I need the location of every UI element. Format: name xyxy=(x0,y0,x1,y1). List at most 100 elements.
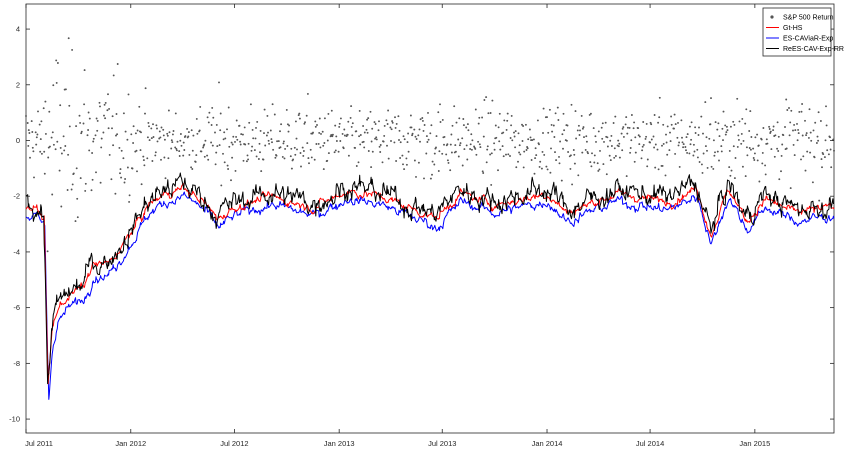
return-point xyxy=(812,129,815,132)
return-point xyxy=(696,148,699,151)
return-point xyxy=(398,129,401,132)
return-point xyxy=(777,150,780,152)
return-point xyxy=(553,136,556,138)
return-point xyxy=(310,156,313,159)
return-point xyxy=(665,141,668,144)
return-point xyxy=(495,136,498,139)
return-point xyxy=(42,107,45,110)
return-point xyxy=(130,133,133,136)
return-point xyxy=(84,189,87,192)
return-point xyxy=(556,106,559,109)
return-point xyxy=(223,161,226,164)
return-point xyxy=(275,154,278,157)
return-point xyxy=(48,145,51,148)
return-point xyxy=(754,136,757,139)
return-point xyxy=(179,133,182,135)
return-point xyxy=(626,132,629,135)
return-point xyxy=(235,135,238,138)
return-point xyxy=(459,142,462,145)
return-point xyxy=(558,162,561,165)
return-point xyxy=(159,136,162,139)
return-point xyxy=(740,132,743,135)
return-point xyxy=(26,122,29,124)
return-point xyxy=(80,130,83,133)
return-point xyxy=(701,171,704,174)
return-point xyxy=(680,119,683,122)
return-point xyxy=(677,144,680,147)
return-point xyxy=(367,150,370,152)
return-point xyxy=(561,133,564,136)
return-point xyxy=(378,120,380,123)
return-point xyxy=(802,155,805,158)
return-point xyxy=(669,131,671,134)
return-point xyxy=(467,129,470,132)
return-point xyxy=(298,117,301,120)
return-point xyxy=(546,116,548,119)
return-point xyxy=(617,139,620,142)
return-point xyxy=(320,132,322,135)
return-point xyxy=(355,165,358,167)
return-point xyxy=(554,112,557,115)
return-point xyxy=(190,166,193,169)
return-point xyxy=(67,153,70,156)
return-point xyxy=(483,99,486,101)
return-point xyxy=(733,177,736,180)
return-point xyxy=(626,126,629,129)
return-point xyxy=(712,167,715,170)
return-point xyxy=(796,139,799,142)
return-point xyxy=(251,145,254,148)
return-point xyxy=(44,132,47,135)
return-point xyxy=(146,157,149,160)
return-point xyxy=(760,138,763,141)
return-point xyxy=(477,122,480,125)
return-point xyxy=(247,142,250,145)
return-point xyxy=(490,183,493,186)
return-point xyxy=(718,159,720,162)
return-point xyxy=(521,140,524,142)
return-point xyxy=(753,152,756,155)
return-point xyxy=(27,129,30,132)
return-point xyxy=(513,131,515,134)
plot-area xyxy=(25,3,835,434)
return-scatter xyxy=(25,37,835,253)
return-point xyxy=(399,141,402,144)
return-point xyxy=(174,146,177,149)
return-point xyxy=(762,127,765,129)
return-point xyxy=(263,132,265,135)
return-point xyxy=(490,152,493,155)
return-point xyxy=(765,138,768,141)
return-point xyxy=(377,129,380,132)
return-point xyxy=(819,120,822,122)
return-point xyxy=(91,152,94,154)
return-point xyxy=(334,124,337,127)
return-point xyxy=(608,154,611,157)
return-point xyxy=(198,129,201,132)
return-point xyxy=(359,143,362,146)
return-point xyxy=(282,140,285,143)
return-point xyxy=(457,155,460,158)
return-point xyxy=(71,48,74,51)
return-point xyxy=(39,150,42,153)
return-point xyxy=(281,155,284,158)
return-point xyxy=(163,138,166,141)
return-point xyxy=(389,126,392,129)
return-point xyxy=(547,131,550,134)
return-point xyxy=(421,117,424,119)
return-point xyxy=(470,148,473,151)
return-point xyxy=(768,125,771,128)
return-point xyxy=(195,154,198,157)
return-point xyxy=(829,148,832,151)
return-point xyxy=(216,145,219,148)
return-point xyxy=(256,120,259,123)
return-point xyxy=(451,124,454,127)
return-point xyxy=(417,134,420,137)
return-point xyxy=(64,145,67,147)
return-point xyxy=(606,136,609,139)
return-point xyxy=(191,168,194,170)
return-point xyxy=(215,123,218,126)
y-tick-label: -4 xyxy=(13,247,20,256)
return-point xyxy=(485,161,488,164)
return-point xyxy=(450,133,453,136)
return-point xyxy=(184,135,187,138)
return-point xyxy=(104,101,107,104)
